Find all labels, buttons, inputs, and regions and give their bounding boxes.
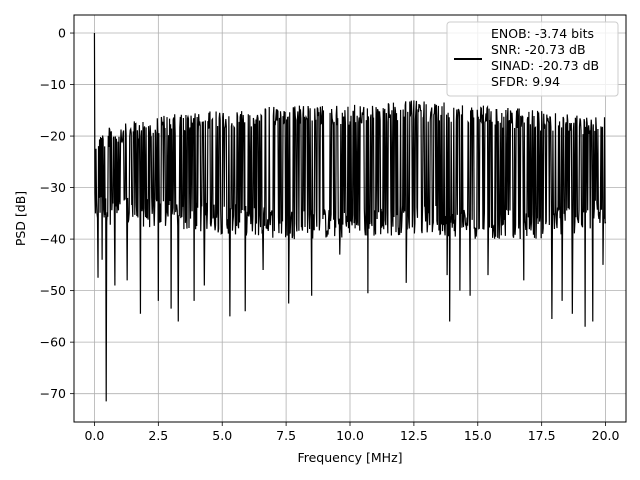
x-tick-label: 12.5: [400, 428, 428, 443]
x-axis-ticks: 0.0 2.5 5.0 7.5 10.0 12.5 15.0 17.5 20.0: [84, 422, 620, 443]
legend-entry-sfdr: SFDR: 9.94: [491, 74, 560, 89]
y-tick-label: −40: [40, 232, 66, 247]
legend-box: [446, 21, 619, 97]
legend-entry-snr: SNR: -20.73 dB: [491, 42, 586, 57]
x-tick-label: 10.0: [336, 428, 364, 443]
y-tick-label: −70: [40, 386, 66, 401]
x-tick-label: 0.0: [84, 428, 104, 443]
y-tick-label: −30: [40, 180, 66, 195]
x-tick-label: 5.0: [212, 428, 232, 443]
legend-entry-sinad: SINAD: -20.73 dB: [491, 58, 599, 73]
plot-area: [93, 33, 607, 402]
y-tick-label: −50: [40, 283, 66, 298]
x-axis-label: Frequency [MHz]: [297, 450, 402, 465]
y-tick-label: 0: [58, 26, 66, 41]
y-axis-label: PSD [dB]: [13, 191, 28, 246]
x-tick-label: 20.0: [592, 428, 620, 443]
x-tick-label: 2.5: [148, 428, 168, 443]
x-tick-label: 7.5: [276, 428, 296, 443]
y-tick-label: −60: [40, 335, 66, 350]
x-tick-label: 17.5: [528, 428, 556, 443]
psd-series-line: [93, 33, 607, 402]
x-tick-label: 15.0: [464, 428, 492, 443]
legend: ENOB: -3.74 bits SNR: -20.73 dB SINAD: -…: [446, 21, 619, 97]
y-tick-label: −10: [40, 77, 66, 92]
legend-entry-enob: ENOB: -3.74 bits: [491, 26, 594, 41]
y-tick-label: −20: [40, 129, 66, 144]
y-axis-ticks: 0 −10 −20 −30 −40 −50 −60 −70: [40, 26, 74, 401]
